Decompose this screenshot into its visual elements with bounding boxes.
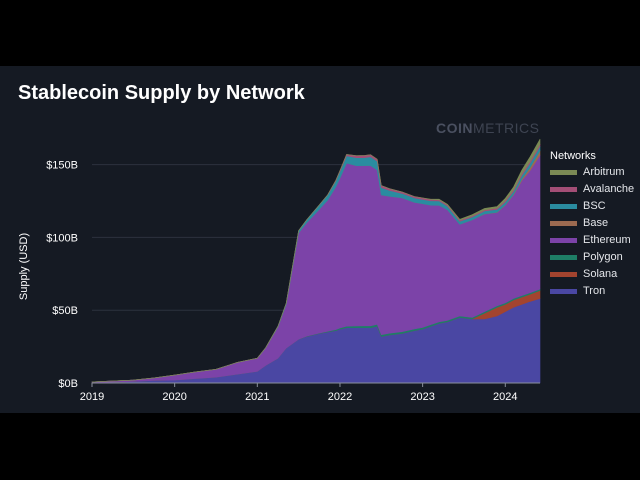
brand-logo-part2: METRICS xyxy=(473,120,540,136)
y-tick-label: $50B xyxy=(52,305,78,317)
legend-label: Arbitrum xyxy=(583,166,625,178)
y-tick-label: $0B xyxy=(58,378,78,390)
stacked-area-chart: $0B $50B $100B $150B 2019 2020 2021 2022 2023 202… xyxy=(18,138,541,403)
legend-item-solana: Solana xyxy=(550,267,617,281)
x-tick-label: 2019 xyxy=(80,391,104,403)
legend-item-avalanche: Avalanche xyxy=(550,182,634,196)
legend-label: BSC xyxy=(583,200,606,212)
legend-label: Solana xyxy=(583,268,618,280)
legend-label: Ethereum xyxy=(583,234,631,246)
legend-swatch xyxy=(550,271,577,277)
x-tick-label: 2020 xyxy=(162,391,186,403)
legend-swatch xyxy=(550,203,577,209)
legend-label: Tron xyxy=(583,285,606,297)
legend-item-ethereum: Ethereum xyxy=(550,233,631,247)
legend-swatch xyxy=(550,237,577,243)
legend-swatch xyxy=(550,288,577,294)
brand-logo-text: COINMETRICS xyxy=(436,120,540,136)
chart-title: Stablecoin Supply by Network xyxy=(18,82,305,104)
chart-panel: Stablecoin Supply by Network COINMETRICS… xyxy=(0,66,640,413)
legend-swatch xyxy=(550,186,577,192)
legend-swatch xyxy=(550,254,577,260)
y-tick-label: $100B xyxy=(46,232,78,244)
y-tick-label: $150B xyxy=(46,160,78,172)
legend-label: Avalanche xyxy=(583,183,635,195)
legend-item-polygon: Polygon xyxy=(550,250,623,264)
x-tick-label: 2022 xyxy=(328,391,352,403)
legend-item-arbitrum: Arbitrum xyxy=(550,165,625,179)
legend-item-tron: Tron xyxy=(550,284,605,298)
area-arbitrum xyxy=(91,138,541,383)
legend-swatch xyxy=(550,220,577,226)
legend-item-bsc: BSC xyxy=(550,199,606,213)
legend-title: Networks xyxy=(550,150,596,162)
y-axis-label: Supply (USD) xyxy=(18,233,30,300)
legend-swatch xyxy=(550,169,577,175)
legend-item-base: Base xyxy=(550,216,608,230)
brand-logo-part1: COIN xyxy=(436,120,473,136)
legend-label: Polygon xyxy=(583,251,623,263)
x-tick-label: 2024 xyxy=(493,391,517,403)
x-tick-label: 2021 xyxy=(245,391,269,403)
x-tick-label: 2023 xyxy=(410,391,434,403)
legend-label: Base xyxy=(583,217,609,229)
